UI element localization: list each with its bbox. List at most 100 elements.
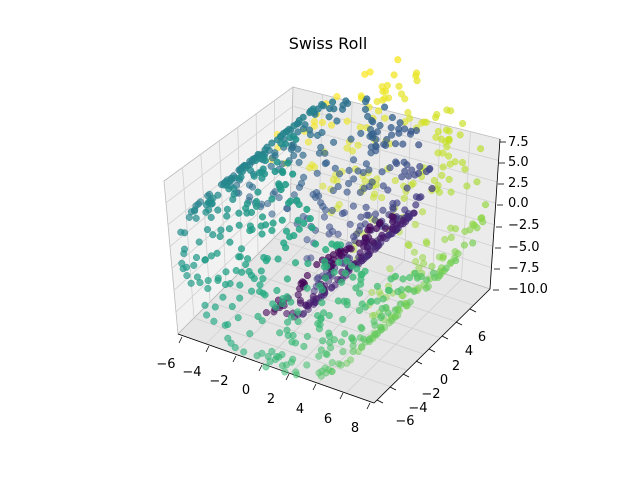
scatter-point bbox=[315, 352, 323, 360]
scatter-point bbox=[414, 169, 423, 177]
scatter-point bbox=[397, 286, 406, 294]
scatter-point bbox=[381, 224, 390, 233]
scatter-point bbox=[371, 210, 380, 218]
scatter-point bbox=[343, 188, 351, 196]
scatter-point bbox=[419, 254, 427, 262]
scatter-point bbox=[397, 90, 406, 98]
scatter-point bbox=[391, 140, 400, 148]
scatter-point bbox=[236, 294, 244, 302]
scatter-point bbox=[371, 331, 379, 339]
scatter-point bbox=[395, 125, 403, 133]
scatter-point bbox=[370, 317, 378, 326]
scatter-point bbox=[363, 95, 371, 103]
scatter-point bbox=[404, 285, 413, 293]
grid-line bbox=[225, 285, 424, 355]
scatter-point bbox=[258, 349, 266, 357]
scatter-point bbox=[183, 272, 191, 280]
scatter-point bbox=[391, 177, 399, 185]
scatter-point bbox=[320, 309, 328, 317]
scatter-point bbox=[313, 261, 321, 269]
scatter-point bbox=[190, 261, 198, 269]
scatter-point bbox=[439, 254, 447, 262]
scatter-point bbox=[261, 170, 269, 178]
scatter-point bbox=[442, 264, 450, 272]
y-tick-mark bbox=[441, 335, 449, 340]
scatter-point bbox=[230, 190, 238, 198]
scatter-point bbox=[307, 254, 315, 262]
scatter-point bbox=[396, 119, 404, 127]
scatter-point bbox=[333, 93, 341, 101]
scatter-point bbox=[454, 250, 462, 258]
scatter-point bbox=[322, 159, 331, 167]
scatter-point bbox=[461, 165, 469, 173]
scatter-point bbox=[445, 175, 453, 183]
scatter-point bbox=[399, 140, 407, 148]
scatter-point bbox=[340, 209, 348, 217]
x-axis-ticks: −6 −4 −2 0 2 4 6 8 bbox=[156, 357, 359, 436]
y-tick-mark bbox=[389, 386, 397, 391]
scatter-point bbox=[438, 171, 446, 179]
scatter-point bbox=[434, 127, 442, 136]
scatter-point bbox=[412, 201, 420, 209]
scatter-point bbox=[343, 117, 351, 125]
scatter-point bbox=[325, 329, 333, 337]
grid-line bbox=[255, 113, 259, 255]
scatter-point bbox=[321, 274, 330, 282]
scatter-point bbox=[334, 182, 342, 191]
scatter-point bbox=[306, 299, 314, 307]
scatter-point bbox=[372, 142, 380, 150]
scatter-point bbox=[342, 97, 350, 105]
z-tick-label: 0.0 bbox=[508, 196, 529, 211]
z-tick-label: −7.5 bbox=[508, 261, 540, 276]
scatter-point bbox=[261, 157, 269, 165]
scatter-point bbox=[451, 158, 459, 166]
scatter-point bbox=[214, 274, 222, 282]
scatter-point bbox=[273, 158, 281, 166]
scatter-point bbox=[343, 257, 351, 265]
scatter-point bbox=[434, 181, 442, 189]
y-tick-label: −4 bbox=[408, 401, 427, 416]
scatter-point bbox=[377, 323, 385, 331]
scatter-point bbox=[452, 257, 460, 265]
scatter-point bbox=[224, 321, 232, 329]
scatter-point bbox=[473, 224, 481, 232]
scatter-point bbox=[258, 317, 266, 325]
y-tick-label: −6 bbox=[395, 414, 414, 429]
scatter-point bbox=[463, 182, 471, 190]
scatter-point bbox=[378, 168, 386, 176]
scatter-point bbox=[337, 241, 345, 249]
scatter-point bbox=[367, 297, 376, 305]
scatter-point bbox=[348, 262, 356, 270]
scatter-point bbox=[361, 234, 369, 242]
y-tick-mark bbox=[455, 321, 463, 326]
scatter-point bbox=[195, 238, 203, 246]
scatter-point bbox=[201, 256, 209, 264]
scatter-point bbox=[326, 223, 334, 231]
scatter-point bbox=[281, 368, 289, 376]
scatter-point bbox=[281, 140, 290, 148]
scatter-point bbox=[290, 151, 298, 160]
scatter-point bbox=[283, 275, 291, 283]
scatter-point bbox=[356, 123, 364, 131]
scatter-point bbox=[345, 244, 353, 252]
scatter-point bbox=[256, 281, 264, 289]
scatter-point bbox=[178, 259, 186, 267]
scatter-point bbox=[319, 337, 327, 345]
scatter-point bbox=[300, 342, 308, 350]
scatter-point bbox=[376, 218, 384, 227]
scatter-point bbox=[321, 364, 329, 372]
scatter-point bbox=[317, 346, 325, 354]
axis-lines bbox=[177, 138, 501, 404]
scatter-point bbox=[293, 196, 301, 204]
scatter-point bbox=[370, 190, 379, 198]
scatter-point bbox=[317, 199, 325, 207]
scatter-point bbox=[193, 273, 201, 281]
scatter-point bbox=[447, 188, 455, 196]
scatter-point bbox=[399, 275, 407, 283]
scatter-point bbox=[469, 239, 477, 247]
scatter-point bbox=[415, 264, 423, 272]
y-tick-label: 6 bbox=[478, 330, 486, 345]
scatter-point bbox=[381, 103, 389, 111]
scatter-point bbox=[294, 308, 302, 316]
